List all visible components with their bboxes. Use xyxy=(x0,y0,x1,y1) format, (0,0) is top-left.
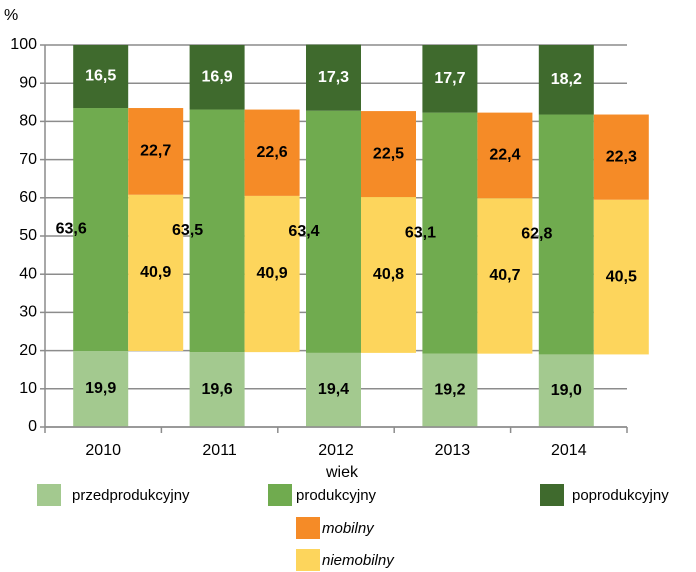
data-label: 19,2 xyxy=(434,382,465,399)
bar-segment xyxy=(538,114,594,355)
legend-swatch xyxy=(296,517,320,539)
legend-swatch xyxy=(296,549,320,571)
legend-swatch xyxy=(37,484,61,506)
legend-swatch xyxy=(540,484,564,506)
y-tick-label: 70 xyxy=(19,151,37,168)
data-label: 22,5 xyxy=(373,145,404,162)
y-tick-label: 40 xyxy=(19,265,37,282)
data-label: 40,8 xyxy=(373,266,404,283)
bar-segment xyxy=(422,112,478,354)
bar-segment xyxy=(306,352,361,427)
data-label: 16,5 xyxy=(85,68,116,85)
x-tick-label: 2013 xyxy=(435,442,471,459)
bar-segment xyxy=(189,109,245,353)
legend-label: mobilny xyxy=(322,520,375,537)
bar-segment xyxy=(189,45,245,110)
x-tick-label: 2012 xyxy=(318,442,354,459)
y-tick-label: 50 xyxy=(19,227,37,244)
bar-segment xyxy=(244,109,300,196)
bar-segment xyxy=(73,350,129,427)
data-label: 40,5 xyxy=(606,268,637,285)
x-tick-label: 2010 xyxy=(85,442,121,459)
x-tick-label: 2014 xyxy=(551,442,587,459)
data-label: 63,4 xyxy=(288,223,319,240)
bar-segment xyxy=(538,45,594,115)
bar-segment xyxy=(477,198,533,354)
x-tick-label: 2011 xyxy=(202,442,237,459)
bar-segment xyxy=(73,45,129,109)
data-label: 63,5 xyxy=(172,222,203,239)
y-tick-label: 10 xyxy=(19,380,37,397)
legend-label: przedprodukcyjny xyxy=(72,487,190,504)
bar-segment xyxy=(306,110,361,353)
bar-segment xyxy=(361,197,416,353)
data-label: 22,4 xyxy=(489,147,520,164)
bar-segment xyxy=(73,108,129,351)
bar-segment xyxy=(593,199,649,355)
y-tick-label: 20 xyxy=(19,342,37,359)
y-tick-label: 80 xyxy=(19,113,37,130)
data-label: 40,7 xyxy=(489,267,520,284)
data-label: 17,7 xyxy=(434,70,465,87)
data-label: 22,6 xyxy=(257,144,288,161)
bar-segment xyxy=(361,111,416,198)
bar-segment xyxy=(306,44,361,111)
data-label: 40,9 xyxy=(257,265,288,282)
legend-swatch xyxy=(268,484,292,506)
data-label: 17,3 xyxy=(318,69,349,86)
y-tick-label: 60 xyxy=(19,189,37,206)
bar-segment xyxy=(128,194,184,351)
data-label: 40,9 xyxy=(140,264,171,281)
y-tick-label: 90 xyxy=(19,74,37,91)
bar-segment xyxy=(422,45,478,113)
data-label: 19,0 xyxy=(551,382,582,399)
y-tick-label: 100 xyxy=(10,36,37,53)
bar-segment xyxy=(477,112,533,199)
data-label: 19,9 xyxy=(85,380,116,397)
y-tick-label: 0 xyxy=(28,418,37,435)
data-label: 22,3 xyxy=(606,148,637,165)
data-label: 22,7 xyxy=(140,143,171,160)
y-axis-label: % xyxy=(4,7,18,24)
legend-label: produkcyjny xyxy=(296,487,377,504)
y-tick-label: 30 xyxy=(19,304,37,321)
legend-title: wiek xyxy=(325,464,359,481)
legend-label: niemobilny xyxy=(322,552,395,569)
bar-segment xyxy=(189,352,245,427)
data-label: 19,4 xyxy=(318,381,349,398)
data-label: 16,9 xyxy=(202,68,233,85)
data-label: 63,6 xyxy=(56,221,87,238)
data-label: 63,1 xyxy=(405,224,436,241)
data-label: 62,8 xyxy=(521,226,552,243)
legend-label: poprodukcyjny xyxy=(572,487,669,504)
bar-segment xyxy=(538,354,594,427)
data-label: 18,2 xyxy=(551,71,582,88)
data-label: 19,6 xyxy=(202,381,233,398)
bar-segment xyxy=(128,108,184,195)
bar-segment xyxy=(244,195,300,353)
bar-segment xyxy=(593,114,649,200)
bar-segment xyxy=(422,353,478,427)
